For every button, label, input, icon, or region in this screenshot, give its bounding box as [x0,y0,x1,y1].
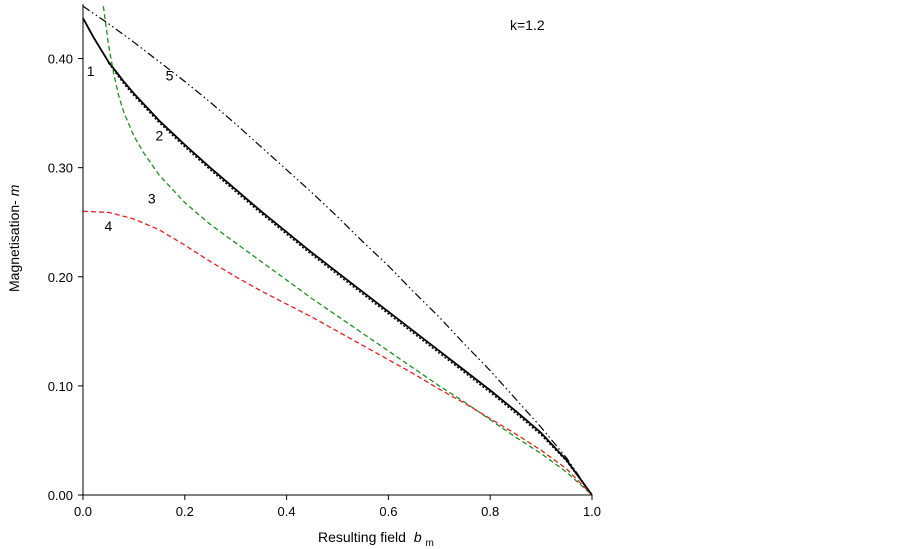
x-tick-label: 0.8 [481,504,499,519]
axes-group [82,4,592,496]
curve-label-3: 3 [148,191,156,207]
x-axis-title: Resulting field b m [318,529,434,549]
y-tick-label: 0.40 [48,52,73,67]
x-axis-title-text: Resulting field [318,529,406,545]
y-axis-title: Magnetisation- m [6,184,22,292]
ticks-group: 0.0 0.2 0.4 0.6 0.8 1.0 0.00 0.10 0.20 0.30 0.40 [48,52,601,519]
x-tick-label: 0.4 [278,504,296,519]
series-group [82,5,593,496]
y-tick-label: 0.00 [48,488,73,503]
x-tick-label: 0.2 [176,504,194,519]
series-line-2 [107,62,593,496]
curve-label-4: 4 [105,218,113,234]
y-axis-title-text: Magnetisation- [6,200,22,292]
series-line-1 [82,17,593,496]
y-tick-label: 0.20 [48,270,73,285]
y-tick-label: 0.10 [48,379,73,394]
x-tick-label: 0.6 [379,504,397,519]
x-axis-symbol: b [414,529,422,545]
curve-label-2: 2 [155,127,163,143]
y-tick-label: 0.30 [48,161,73,176]
series-line-4 [82,210,593,496]
curve-label-1: 1 [87,63,95,79]
series-line-3 [102,6,593,496]
x-tick-label: 0.0 [74,504,92,519]
annotation-k: k=1.2 [510,17,545,33]
series-line-5 [82,5,593,496]
curve-labels-group: 1 5 2 3 4 [87,63,174,234]
y-axis-symbol: m [6,184,22,196]
x-axis-subscript: m [426,538,434,549]
x-tick-label: 1.0 [583,504,601,519]
curve-label-5: 5 [166,67,174,83]
